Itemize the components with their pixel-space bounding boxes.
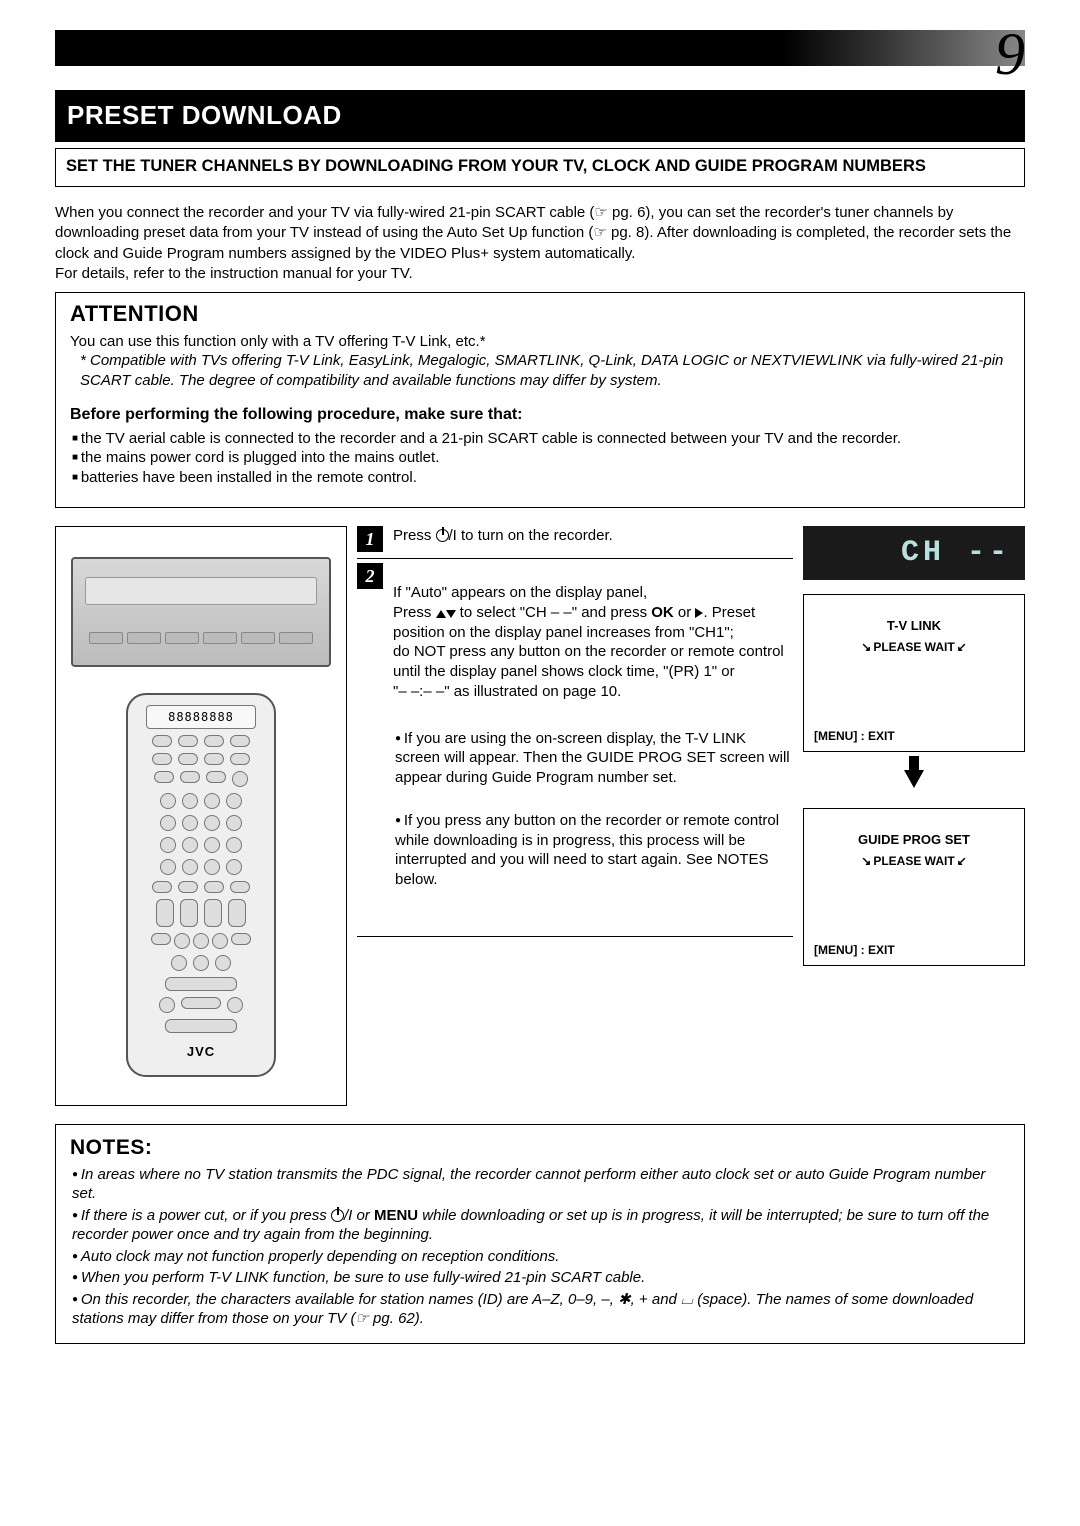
step-text: /I to turn on the recorder.: [449, 527, 613, 544]
section-heading: PRESET DOWNLOAD: [55, 90, 1025, 142]
attention-footnote: * Compatible with TVs offering T-V Link,…: [70, 351, 1010, 390]
osd-wait-text: PLEASE WAIT: [873, 639, 954, 656]
step-number: 2: [357, 563, 383, 589]
sparkle-icon: ↙: [957, 639, 967, 656]
notes-item: When you perform T-V LINK function, be s…: [72, 1268, 1010, 1288]
osd-title: T-V LINK: [887, 617, 941, 635]
osd-title: GUIDE PROG SET: [858, 831, 970, 849]
osd-footer: [MENU] : EXIT: [814, 728, 895, 745]
step-number: 1: [357, 526, 383, 552]
before-item: the mains power cord is plugged into the…: [72, 448, 1010, 468]
sparkle-icon: ↘: [861, 853, 871, 870]
intro-paragraph: When you connect the recorder and your T…: [55, 203, 1025, 284]
page-number: 9: [995, 12, 1025, 96]
step-1-body: Press /I to turn on the recorder.: [393, 526, 613, 546]
ok-label: OK: [651, 604, 674, 621]
vcr-illustration: [71, 557, 331, 667]
main-row: 88888888 JVC 1 Press /I to turn on the r…: [55, 526, 1025, 1106]
osd-wait: ↘ PLEASE WAIT ↙: [861, 853, 966, 870]
steps-column: 1 Press /I to turn on the recorder. 2 If…: [357, 526, 1025, 1106]
before-list: the TV aerial cable is connected to the …: [72, 429, 1010, 488]
before-item: the TV aerial cable is connected to the …: [72, 429, 1010, 449]
notes-list: In areas where no TV station transmits t…: [72, 1165, 1010, 1329]
attention-title: ATTENTION: [70, 299, 1010, 330]
triangle-down-icon: [446, 610, 456, 618]
step-text: or: [674, 604, 696, 621]
osd-wait: ↘ PLEASE WAIT ↙: [861, 639, 966, 656]
osd-footer: [MENU] : EXIT: [814, 942, 895, 959]
step-text: to select "CH – –" and press: [456, 604, 652, 621]
header-strip: 9: [55, 30, 1025, 82]
sparkle-icon: ↘: [861, 639, 871, 656]
step-2: 2 If "Auto" appears on the display panel…: [357, 563, 793, 929]
notes-title: NOTES:: [70, 1133, 1010, 1162]
osd-wait-text: PLEASE WAIT: [873, 853, 954, 870]
remote-brand-label: JVC: [187, 1043, 215, 1061]
power-icon: [331, 1209, 344, 1222]
notes-item: If there is a power cut, or if you press…: [72, 1206, 1010, 1245]
attention-line1: You can use this function only with a TV…: [70, 332, 1010, 352]
device-illustration-box: 88888888 JVC: [55, 526, 347, 1106]
lcd-display-panel: CH --: [803, 526, 1025, 580]
step-sub-item: If you press any button on the recorder …: [395, 811, 793, 890]
notes-item: On this recorder, the characters availab…: [72, 1290, 1010, 1329]
screens-column: CH -- T-V LINK ↘ PLEASE WAIT ↙ [MENU] : …: [803, 526, 1025, 1106]
header-black-bar: [55, 30, 1025, 66]
step-text: Press: [393, 527, 436, 544]
sub-heading-box: SET THE TUNER CHANNELS BY DOWNLOADING FR…: [55, 148, 1025, 187]
remote-lcd: 88888888: [146, 705, 256, 729]
notes-item: In areas where no TV station transmits t…: [72, 1165, 1010, 1204]
osd-screen-guideprog: GUIDE PROG SET ↘ PLEASE WAIT ↙ [MENU] : …: [803, 808, 1025, 966]
sub-heading-text: SET THE TUNER CHANNELS BY DOWNLOADING FR…: [66, 156, 1014, 177]
arrow-down-icon: [803, 762, 1025, 798]
notes-item: Auto clock may not function properly dep…: [72, 1247, 1010, 1267]
lcd-text: CH --: [901, 532, 1011, 574]
steps-text: 1 Press /I to turn on the recorder. 2 If…: [357, 526, 793, 1106]
before-heading: Before performing the following procedur…: [70, 404, 1010, 426]
remote-illustration: 88888888 JVC: [126, 693, 276, 1077]
power-icon: [436, 529, 449, 542]
step-2-body: If "Auto" appears on the display panel, …: [393, 563, 793, 929]
sparkle-icon: ↙: [957, 853, 967, 870]
step-1: 1 Press /I to turn on the recorder.: [357, 526, 793, 552]
osd-screen-tvlink: T-V LINK ↘ PLEASE WAIT ↙ [MENU] : EXIT: [803, 594, 1025, 752]
attention-box: ATTENTION You can use this function only…: [55, 292, 1025, 508]
step-sub-item: If you are using the on-screen display, …: [395, 729, 793, 788]
notes-box: NOTES: In areas where no TV station tran…: [55, 1124, 1025, 1343]
triangle-up-icon: [436, 610, 446, 618]
before-item: batteries have been installed in the rem…: [72, 468, 1010, 488]
